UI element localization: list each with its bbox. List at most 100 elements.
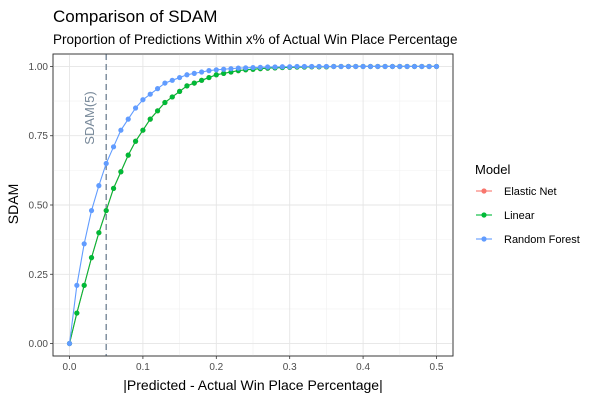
data-point — [88, 207, 95, 214]
data-point — [169, 77, 175, 83]
data-point — [426, 63, 432, 70]
data-point — [118, 169, 124, 175]
data-point — [162, 99, 168, 106]
data-point — [397, 63, 403, 70]
data-point — [140, 127, 146, 133]
legend-key-point — [481, 212, 487, 218]
data-point — [353, 63, 359, 70]
data-point — [81, 282, 87, 288]
data-point — [125, 116, 131, 122]
x-tick-label: 0.4 — [356, 362, 370, 373]
data-point — [419, 63, 425, 70]
data-point — [221, 70, 227, 76]
reference-line-group: SDAM(5) — [82, 54, 107, 356]
data-point — [213, 72, 219, 78]
y-axis-title: SDAM — [5, 184, 21, 224]
data-point — [81, 241, 87, 247]
legend-title: Model — [475, 162, 511, 177]
data-point — [338, 63, 344, 70]
data-point — [235, 65, 241, 71]
data-point — [228, 66, 234, 72]
data-point — [257, 64, 263, 70]
data-point — [110, 144, 117, 150]
data-point — [375, 63, 381, 70]
legend-key-point — [481, 236, 487, 242]
data-point — [177, 74, 183, 81]
legend-item-elastic-net: Elastic Net — [476, 186, 557, 198]
data-point — [191, 80, 197, 86]
data-point — [103, 207, 109, 214]
data-point — [110, 185, 117, 191]
data-point — [265, 64, 271, 70]
data-point — [88, 255, 95, 261]
data-point — [323, 63, 329, 70]
y-tick-label: 1.00 — [29, 62, 49, 73]
data-point — [199, 77, 205, 83]
data-point — [147, 91, 153, 97]
data-point — [184, 72, 190, 78]
x-axis: 0.0 0.1 0.2 0.3 0.4 0.5 — [63, 356, 444, 373]
major-gridlines — [53, 54, 453, 356]
data-point — [287, 64, 293, 70]
data-point — [147, 116, 153, 122]
x-axis-title: |Predicted - Actual Win Place Percentage… — [123, 377, 382, 393]
data-point — [191, 70, 197, 76]
y-tick-label: 0.25 — [29, 270, 49, 281]
legend-item-random-forest: Random Forest — [476, 234, 580, 246]
data-point — [103, 160, 109, 167]
data-point — [243, 65, 249, 71]
chart-subtitle: Proportion of Predictions Within x% of A… — [53, 32, 457, 47]
legend-key-point — [481, 188, 487, 194]
data-point — [96, 230, 102, 236]
data-point — [433, 63, 440, 70]
data-point — [360, 63, 366, 70]
data-point — [213, 67, 219, 73]
chart-title: Comparison of SDAM — [53, 7, 217, 26]
y-tick-label: 0.75 — [29, 131, 49, 142]
data-point — [74, 310, 80, 316]
data-point — [250, 64, 256, 71]
data-point — [132, 138, 139, 144]
data-point — [162, 80, 168, 86]
y-axis: 0.00 0.25 0.50 0.75 1.00 — [29, 62, 53, 350]
legend-label: Random Forest — [504, 234, 580, 246]
data-point — [279, 64, 285, 70]
data-point — [367, 63, 374, 70]
data-point — [154, 108, 161, 114]
x-tick-label: 0.0 — [63, 362, 77, 373]
sdam5-annotation: SDAM(5) — [82, 91, 97, 144]
data-point — [140, 97, 146, 103]
x-tick-label: 0.3 — [283, 362, 297, 373]
legend-label: Elastic Net — [504, 186, 557, 198]
legend: Model Elastic Net Linear Random Forest — [475, 162, 580, 246]
x-tick-label: 0.1 — [136, 362, 150, 373]
data-point — [96, 183, 102, 189]
y-tick-label: 0.00 — [29, 339, 49, 350]
data-point — [272, 64, 278, 70]
data-point — [411, 63, 418, 70]
data-point — [221, 66, 227, 72]
data-point — [345, 63, 352, 70]
data-point — [331, 63, 337, 70]
data-point — [66, 340, 73, 347]
data-point — [316, 63, 322, 70]
data-point — [206, 68, 212, 74]
data-point — [206, 74, 212, 81]
data-point — [389, 63, 396, 70]
series-random-forest — [66, 63, 440, 347]
data-point — [132, 105, 139, 111]
data-point — [74, 282, 80, 288]
data-point — [118, 127, 124, 133]
data-point — [301, 63, 307, 70]
data-point — [125, 152, 131, 158]
legend-label: Linear — [504, 210, 535, 222]
data-point — [177, 88, 183, 95]
x-tick-label: 0.5 — [430, 362, 444, 373]
x-tick-label: 0.2 — [209, 362, 223, 373]
data-point — [184, 83, 190, 89]
data-point — [309, 63, 315, 70]
data-point — [199, 69, 205, 75]
data-point — [154, 86, 161, 92]
y-tick-label: 0.50 — [29, 201, 49, 212]
